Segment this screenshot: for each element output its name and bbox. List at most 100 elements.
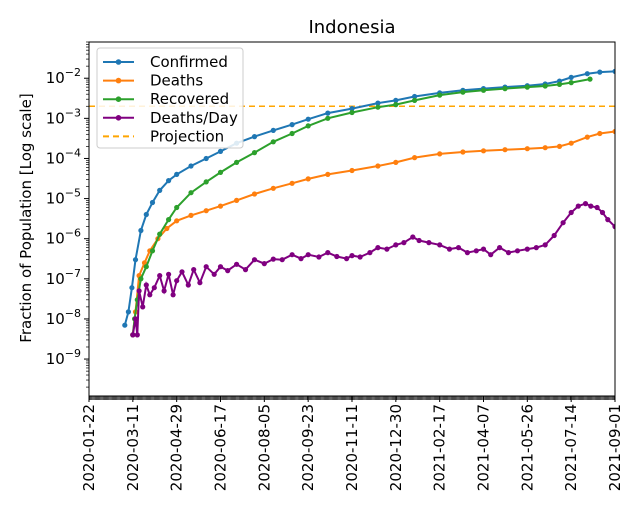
- data-point: [203, 179, 209, 185]
- data-point: [597, 130, 603, 137]
- y-tick-label: 10−7: [46, 267, 81, 288]
- y-tick-label: 10−8: [46, 307, 81, 328]
- data-point: [305, 252, 311, 258]
- y-tick-label: 10−5: [46, 187, 81, 208]
- data-point: [129, 285, 135, 291]
- data-point: [437, 151, 443, 157]
- legend-label: Deaths: [150, 72, 203, 90]
- data-point: [393, 159, 399, 165]
- data-point: [185, 282, 191, 288]
- legend-item: Projection: [103, 127, 224, 145]
- data-point: [164, 225, 170, 232]
- legend-label: Recovered: [150, 90, 229, 108]
- data-point: [437, 242, 443, 248]
- x-tick-label: 2020-06-17: [212, 404, 230, 491]
- data-point: [542, 242, 548, 248]
- data-point: [305, 176, 311, 182]
- y-axis: 10−9 10−8 10−7 10−6 10−5 10−4 10−3 10−2: [46, 41, 89, 388]
- data-point: [587, 76, 593, 82]
- data-point: [125, 309, 131, 315]
- data-point: [174, 218, 180, 224]
- data-point: [289, 180, 295, 186]
- y-axis-title: Fraction of Population [Log scale]: [17, 93, 35, 342]
- data-point: [556, 143, 563, 149]
- y-tick-label: 10−9: [46, 347, 81, 368]
- data-point: [446, 246, 453, 252]
- data-point: [524, 246, 530, 252]
- data-point: [289, 252, 295, 258]
- data-point: [136, 288, 142, 294]
- data-point: [584, 71, 590, 77]
- data-point: [251, 191, 258, 197]
- data-point: [597, 69, 603, 75]
- data-point: [225, 268, 231, 274]
- data-point: [524, 84, 530, 90]
- x-tick-label: 2021-07-14: [562, 404, 580, 491]
- data-point: [325, 115, 331, 121]
- data-point: [575, 203, 581, 209]
- x-tick-label: 2021-02-17: [431, 404, 449, 491]
- data-point: [174, 278, 180, 284]
- data-point: [242, 267, 249, 273]
- series-line-confirmed: [123, 70, 615, 326]
- x-tick-label: 2021-09-01: [606, 404, 624, 491]
- data-point: [375, 104, 381, 110]
- data-point: [556, 81, 563, 87]
- x-tick-label: 2020-12-30: [387, 404, 405, 491]
- legend-box: [96, 47, 244, 149]
- data-point: [426, 240, 432, 246]
- data-point: [166, 217, 172, 223]
- legend-item: Deaths: [103, 72, 203, 90]
- x-tick-label: 2021-04-07: [475, 404, 493, 491]
- data-point: [161, 288, 167, 294]
- data-point: [357, 254, 363, 260]
- data-point: [166, 178, 172, 184]
- data-point: [384, 246, 390, 252]
- data-point: [132, 316, 139, 322]
- legend-item: Recovered: [103, 90, 229, 108]
- data-point: [455, 245, 462, 251]
- data-point: [305, 123, 311, 129]
- data-point: [203, 155, 209, 162]
- data-point: [130, 332, 136, 338]
- data-point: [143, 211, 149, 218]
- data-point: [316, 254, 322, 260]
- data-point: [460, 149, 466, 155]
- legend-marker: [115, 59, 122, 65]
- data-point: [524, 146, 530, 152]
- data-point: [147, 292, 153, 298]
- data-point: [401, 240, 407, 246]
- data-point: [188, 163, 194, 169]
- data-point: [217, 148, 224, 154]
- data-point: [412, 93, 418, 100]
- data-point: [375, 163, 381, 169]
- data-point: [251, 150, 258, 156]
- data-point: [149, 199, 156, 206]
- data-point: [460, 89, 466, 95]
- data-point: [582, 201, 589, 207]
- x-axis: 2020-01-22 2020-03-11 2020-04-29 2020-06-17…: [80, 396, 624, 491]
- data-point: [551, 232, 557, 239]
- data-point: [349, 253, 355, 259]
- data-point: [203, 264, 209, 270]
- data-point: [289, 122, 295, 128]
- data-point: [568, 140, 574, 146]
- data-point: [367, 250, 373, 256]
- data-point: [298, 256, 304, 262]
- data-point: [514, 248, 521, 254]
- legend-label: Deaths/Day: [150, 109, 238, 127]
- data-point: [132, 257, 139, 263]
- data-point: [588, 203, 594, 209]
- plot-area: [89, 68, 615, 338]
- x-tick-label: 2020-11-11: [343, 404, 361, 491]
- data-point: [542, 145, 548, 151]
- data-point: [122, 322, 128, 328]
- data-point: [612, 128, 615, 135]
- data-point: [584, 134, 590, 140]
- x-tick-label: 2020-08-05: [255, 404, 273, 491]
- data-point: [612, 224, 615, 230]
- data-point: [140, 304, 146, 310]
- legend-item: Confirmed: [103, 53, 228, 71]
- data-point: [375, 245, 381, 251]
